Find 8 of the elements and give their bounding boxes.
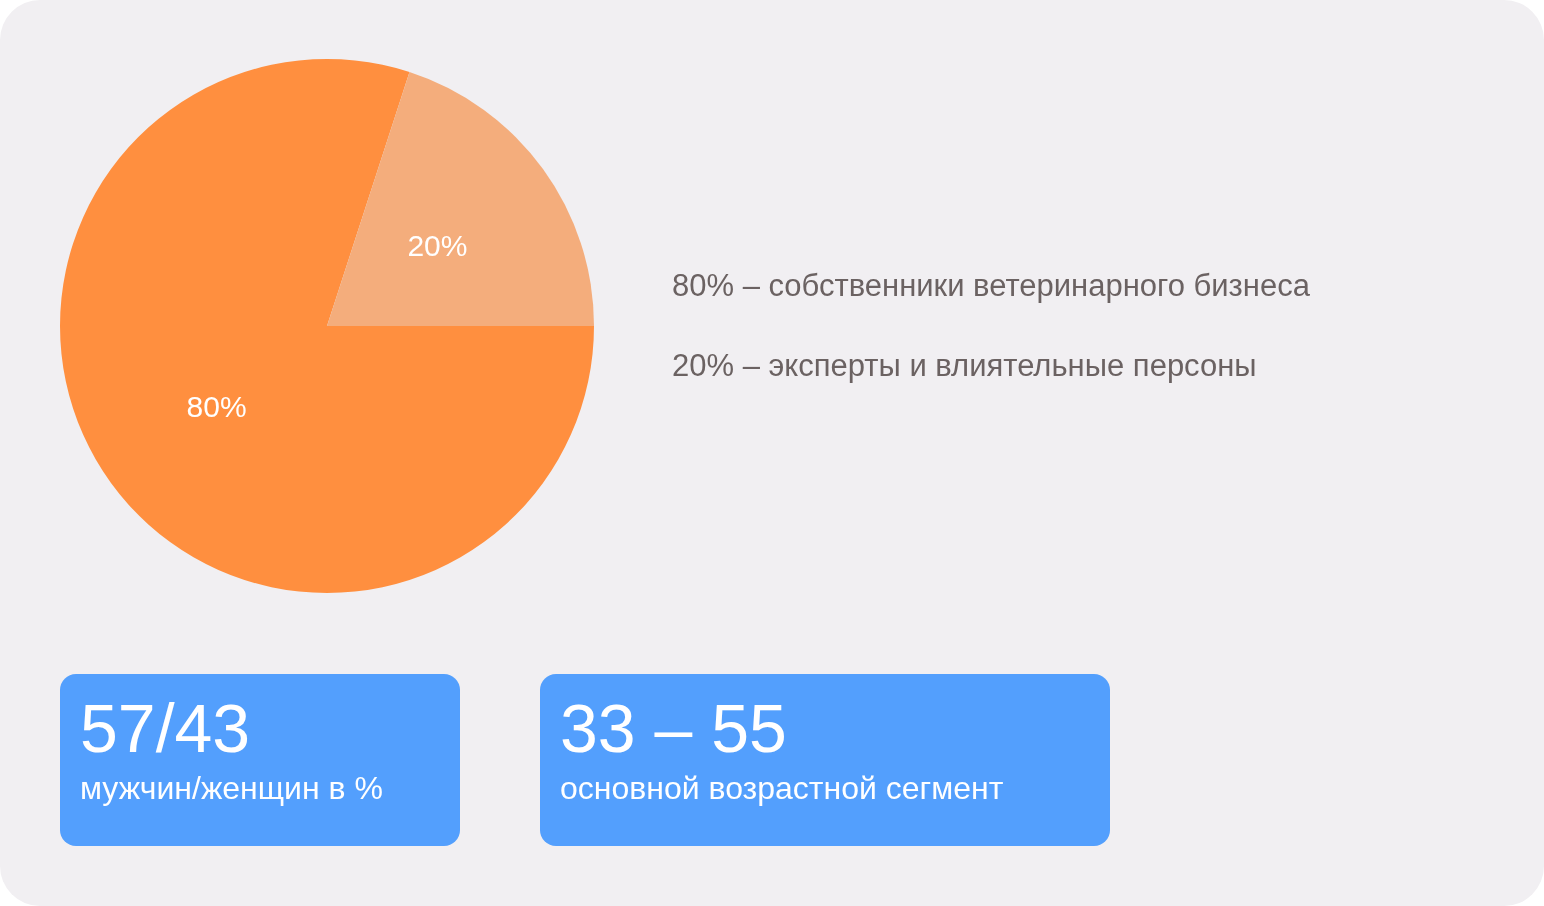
slice-label: 20% – эксперты и влиятельные персоны [672, 348, 1257, 383]
text: основной возрастной сегмент [560, 769, 1005, 808]
text: 57/43 [80, 690, 252, 766]
slice-label: 80% – собственники ветеринарного бизнеса [672, 268, 1311, 303]
data-label: 80% [186, 389, 247, 423]
data-label: 20% [407, 229, 468, 263]
text: 33 – 55 [560, 690, 788, 766]
text: мужчин/женщин в % [80, 769, 384, 808]
